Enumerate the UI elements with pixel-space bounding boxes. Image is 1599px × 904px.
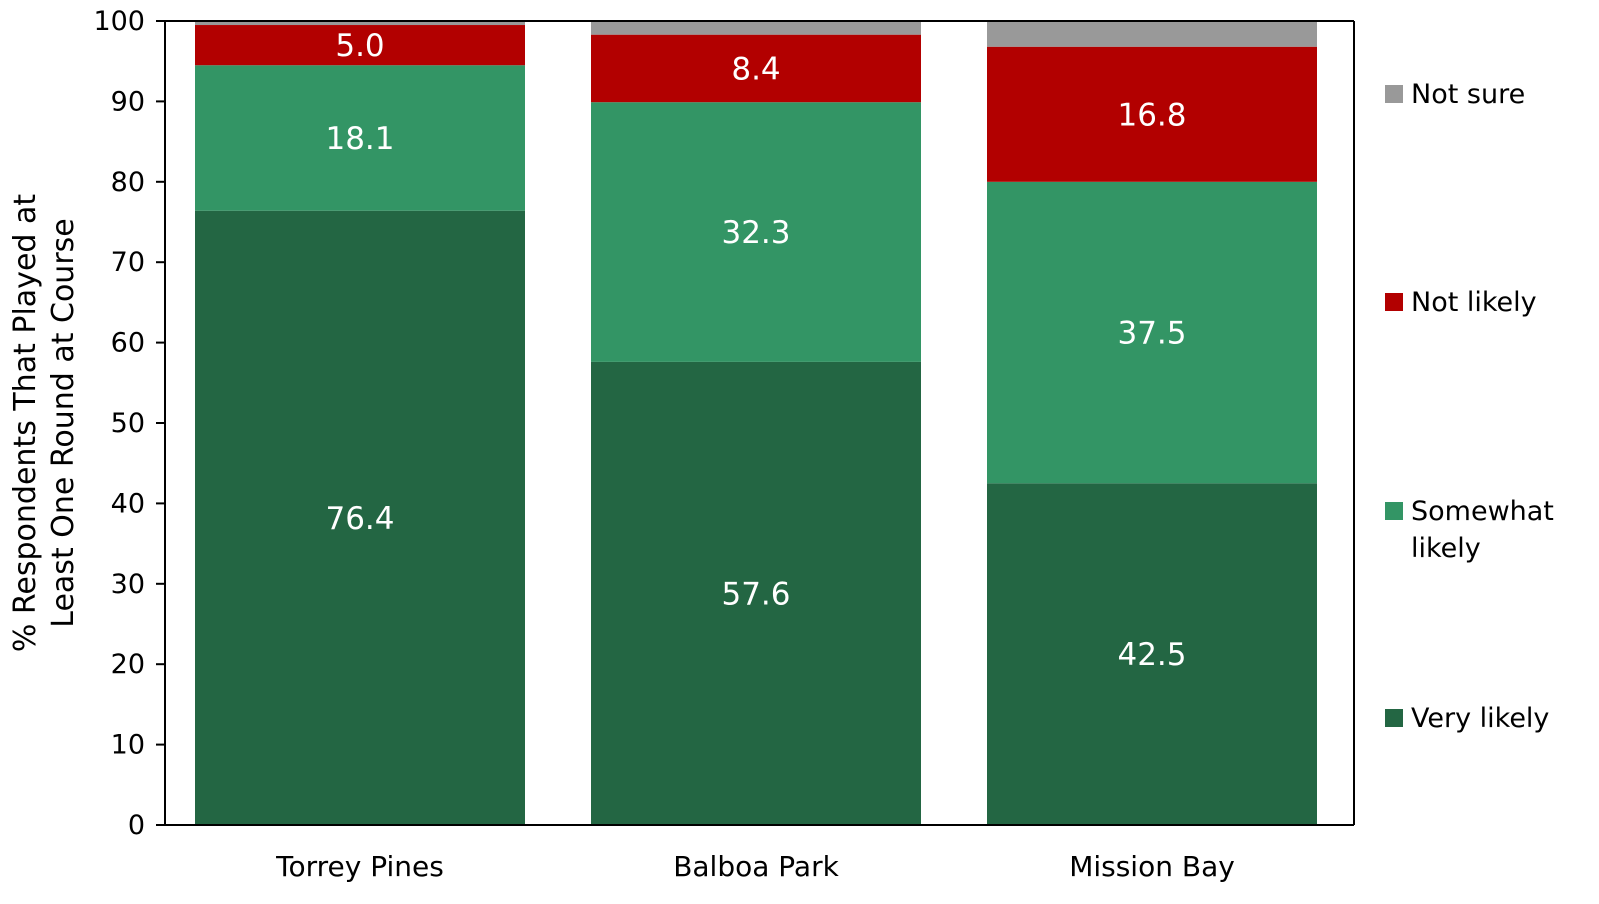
data-label-mission-bay-somewhat-likely: 37.5	[1117, 316, 1186, 352]
legend-label-very-likely: Very likely	[1411, 703, 1549, 734]
y-tick-label-70: 70	[111, 247, 145, 278]
y-tick-label-60: 60	[111, 328, 145, 359]
bar-segment-torrey-pines-very-likely	[195, 210, 525, 825]
legend-label-line-1: Somewhat	[1411, 496, 1554, 527]
bar-segment-mission-bay-not-likely	[987, 46, 1317, 182]
legend-label-line-1: Not sure	[1411, 79, 1525, 110]
legend-swatch-not-likely	[1385, 293, 1403, 311]
bar-segment-balboa-park-not-sure	[591, 21, 921, 35]
data-label-mission-bay-not-likely: 16.8	[1117, 97, 1186, 133]
legend-swatch-somewhat-likely	[1385, 502, 1403, 520]
legend-label-not-likely: Not likely	[1411, 287, 1537, 318]
legend-label-not-sure: Not sure	[1411, 79, 1525, 110]
data-label-balboa-park-not-likely: 8.4	[731, 51, 780, 87]
data-label-torrey-pines-very-likely: 76.4	[325, 501, 394, 537]
data-label-torrey-pines-somewhat-likely: 18.1	[325, 121, 394, 157]
x-tick-label-mission-bay: Mission Bay	[1069, 850, 1235, 883]
bar-segment-mission-bay-somewhat-likely	[987, 181, 1317, 484]
y-tick-label-100: 100	[93, 6, 145, 37]
y-tick-label-0: 0	[128, 810, 145, 841]
bar-segment-torrey-pines-not-sure	[195, 21, 525, 26]
legend-label-line-1: Very likely	[1411, 703, 1549, 734]
bar-segment-mission-bay-not-sure	[987, 21, 1317, 47]
y-tick-label-80: 80	[111, 167, 145, 198]
bar-segment-balboa-park-not-likely	[591, 34, 921, 103]
bar-segment-balboa-park-somewhat-likely	[591, 102, 921, 362]
y-tick-label-10: 10	[111, 730, 145, 761]
axes: 0 10 20 30 40 50 60 70 80 90 100 Torrey Pines Balboa…	[8, 6, 1355, 883]
bar-segment-torrey-pines-not-likely	[195, 25, 525, 66]
bar-segment-balboa-park-very-likely	[591, 361, 921, 825]
data-label-mission-bay-very-likely: 42.5	[1117, 637, 1186, 673]
y-axis-title: % Respondents That Played at Least One Ro…	[8, 194, 81, 652]
x-tick-label-balboa-park: Balboa Park	[673, 850, 839, 883]
data-label-balboa-park-very-likely: 57.6	[721, 576, 790, 612]
bar-segment-mission-bay-very-likely	[987, 483, 1317, 825]
y-tick-label-30: 30	[111, 569, 145, 600]
bar-segment-torrey-pines-somewhat-likely	[195, 65, 525, 211]
legend-label-line-1: Not likely	[1411, 287, 1537, 318]
y-tick-label-50: 50	[111, 408, 145, 439]
data-label-torrey-pines-not-likely: 5.0	[335, 28, 384, 64]
legend-label-line-2: likely	[1411, 533, 1481, 564]
y-axis-title-line-2: Least One Round at Course	[46, 218, 81, 627]
y-tick-label-90: 90	[111, 86, 145, 117]
legend-swatch-not-sure	[1385, 85, 1403, 103]
legend: Not sure Not likely Somewhat likely Very lik…	[1385, 79, 1554, 734]
x-tick-label-torrey-pines: Torrey Pines	[275, 850, 444, 883]
plot-area: 76.4 57.6 42.5 18.1 32.3 37.5 5.0 8.4 16.8	[195, 21, 1317, 825]
y-tick-label-40: 40	[111, 488, 145, 519]
data-label-balboa-park-somewhat-likely: 32.3	[721, 215, 790, 251]
legend-swatch-very-likely	[1385, 709, 1403, 727]
y-tick-label-20: 20	[111, 649, 145, 680]
y-axis-title-line-1: % Respondents That Played at	[8, 194, 43, 652]
legend-label-somewhat-likely: Somewhat likely	[1411, 496, 1554, 564]
